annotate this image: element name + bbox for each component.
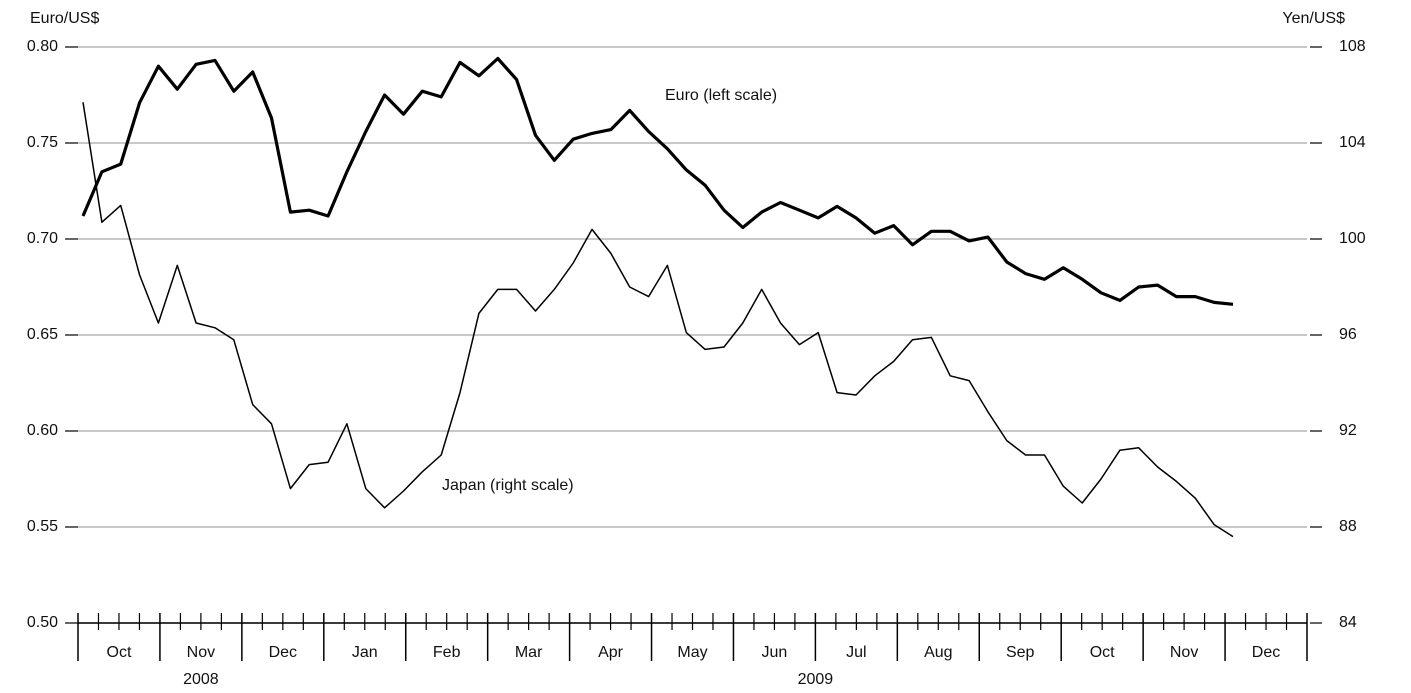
x-tick-label: Sep	[1006, 644, 1035, 661]
x-tick-label: Oct	[107, 644, 132, 661]
x-group-label: 2008	[183, 671, 219, 688]
y2-tick-label: 104	[1339, 134, 1366, 151]
series-label: Japan (right scale)	[442, 477, 574, 494]
x-tick-label: Oct	[1090, 644, 1115, 661]
x-tick-label: Aug	[924, 644, 952, 661]
y2-tick-label: 100	[1339, 230, 1366, 247]
y2-tick-label: 84	[1339, 614, 1357, 631]
y2-tick-label: 96	[1339, 326, 1357, 343]
y-tick-label: 0.50	[27, 614, 58, 631]
y-axis-label: Euro/US$	[30, 10, 99, 27]
x-tick-label: Dec	[269, 644, 297, 661]
x-tick-label: Nov	[1170, 644, 1198, 661]
x-tick-label: Jul	[846, 644, 866, 661]
series-label: Euro (left scale)	[665, 87, 777, 104]
y-tick-label: 0.80	[27, 38, 58, 55]
x-tick-label: Mar	[515, 644, 543, 661]
y2-tick-label: 88	[1339, 518, 1357, 535]
y2-axis-label: Yen/US$	[1282, 10, 1345, 27]
y-tick-label: 0.75	[27, 134, 58, 151]
x-tick-label: May	[677, 644, 707, 661]
y-tick-label: 0.70	[27, 230, 58, 247]
x-tick-label: Jan	[352, 644, 378, 661]
x-tick-label: Jun	[762, 644, 788, 661]
x-tick-label: Nov	[187, 644, 215, 661]
y-tick-label: 0.60	[27, 422, 58, 439]
y2-tick-label: 108	[1339, 38, 1366, 55]
x-group-label: 2009	[798, 671, 834, 688]
y2-tick-label: 92	[1339, 422, 1357, 439]
x-tick-label: Dec	[1252, 644, 1280, 661]
x-tick-label: Feb	[433, 644, 461, 661]
x-tick-label: Apr	[598, 644, 624, 661]
y-tick-label: 0.65	[27, 326, 58, 343]
series-line	[81, 56, 1234, 306]
series-line	[82, 102, 1234, 538]
y-tick-label: 0.55	[27, 518, 58, 535]
